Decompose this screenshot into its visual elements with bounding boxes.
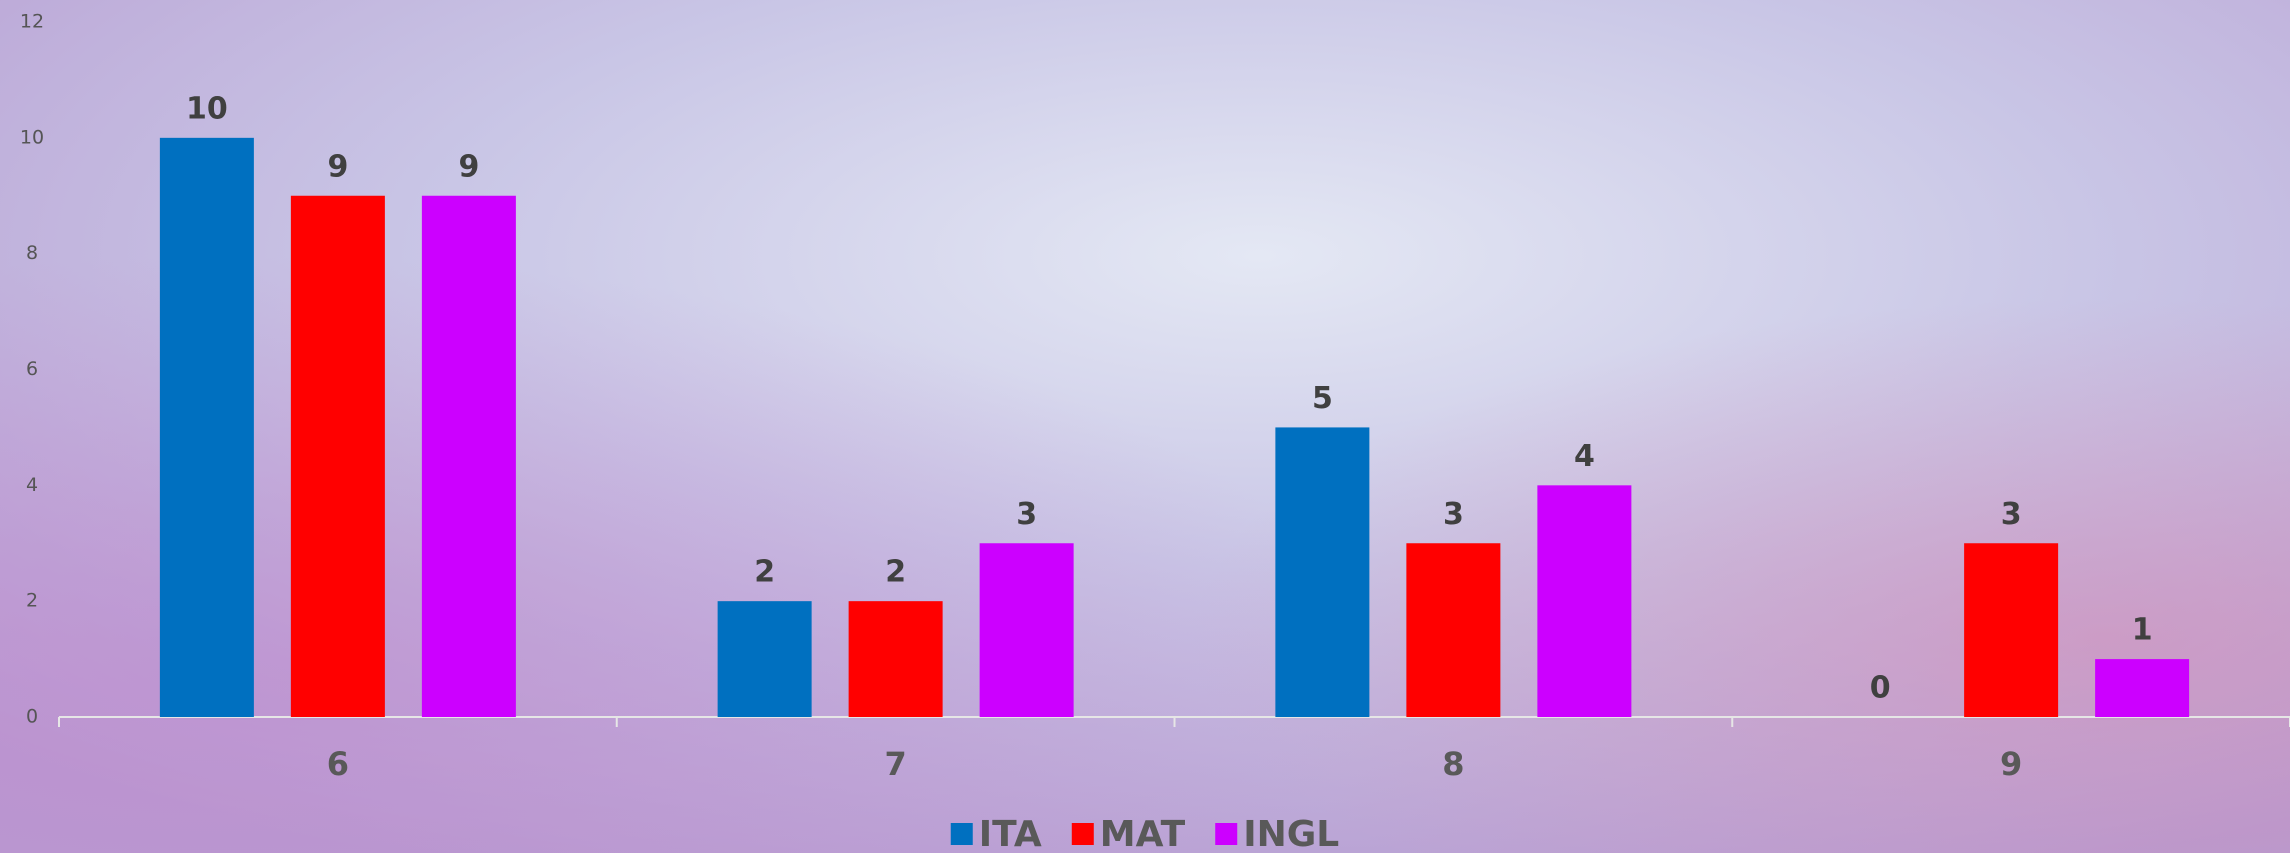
bar bbox=[421, 195, 516, 717]
bar bbox=[717, 601, 812, 717]
bar bbox=[2095, 659, 2190, 717]
bar bbox=[1406, 543, 1501, 717]
data-label: 3 bbox=[1016, 497, 1037, 532]
legend-label: INGL bbox=[1243, 814, 1339, 853]
bar bbox=[290, 195, 385, 717]
legend-swatch bbox=[1215, 823, 1238, 845]
legend-swatch bbox=[950, 823, 973, 845]
data-label: 2 bbox=[754, 555, 775, 590]
data-label: 2 bbox=[885, 555, 906, 590]
bar bbox=[1275, 427, 1370, 717]
data-label: 5 bbox=[1312, 381, 1333, 416]
bar bbox=[848, 601, 943, 717]
y-tick-label: 10 bbox=[20, 126, 44, 148]
y-tick-label: 12 bbox=[20, 11, 44, 33]
x-tick-label: 6 bbox=[327, 745, 349, 783]
y-tick-label: 2 bbox=[26, 590, 38, 612]
y-tick-label: 0 bbox=[26, 706, 38, 728]
bar bbox=[1964, 543, 2059, 717]
data-label: 9 bbox=[327, 149, 348, 184]
data-label: 0 bbox=[1870, 671, 1891, 706]
bar bbox=[1537, 485, 1632, 717]
y-tick-label: 4 bbox=[26, 474, 38, 496]
bar bbox=[159, 137, 254, 718]
bar bbox=[979, 543, 1074, 717]
data-label: 3 bbox=[2001, 497, 2022, 532]
x-tick-label: 8 bbox=[1442, 745, 1464, 783]
x-tick-label: 9 bbox=[2000, 745, 2022, 783]
data-label: 1 bbox=[2132, 613, 2153, 648]
data-label: 9 bbox=[458, 149, 479, 184]
data-label: 10 bbox=[186, 91, 228, 126]
y-tick-label: 8 bbox=[26, 242, 38, 264]
legend-label: ITA bbox=[979, 814, 1042, 853]
data-label: 4 bbox=[1574, 439, 1595, 474]
legend-swatch bbox=[1071, 823, 1094, 845]
y-tick-label: 6 bbox=[26, 358, 38, 380]
x-tick-label: 7 bbox=[884, 745, 906, 783]
data-label: 3 bbox=[1443, 497, 1464, 532]
legend-label: MAT bbox=[1100, 814, 1186, 853]
legend: ITA MAT INGL bbox=[950, 814, 1339, 853]
